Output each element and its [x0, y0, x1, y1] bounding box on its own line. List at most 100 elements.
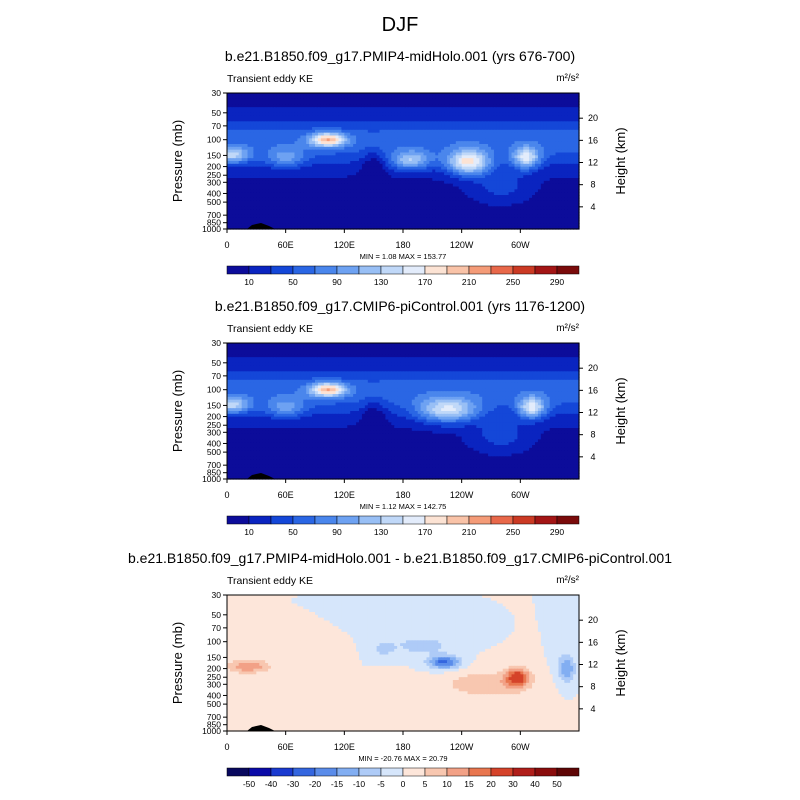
field-cell: [411, 175, 416, 179]
field-cell: [271, 121, 275, 125]
field-cell: [297, 115, 301, 120]
field-cell: [476, 155, 480, 159]
field-cell: [344, 141, 348, 145]
field-cell: [361, 186, 366, 190]
field-cell: [238, 138, 243, 142]
field-cell: [444, 124, 448, 128]
field-cell: [505, 112, 510, 117]
field-cell: [376, 135, 381, 139]
field-cell: [511, 132, 516, 137]
field-cell: [288, 98, 293, 103]
field-cell: [576, 186, 580, 190]
field-cell: [479, 93, 483, 97]
field-cell: [361, 135, 366, 139]
field-cell: [227, 175, 231, 179]
field-cell: [344, 107, 348, 111]
field-cell: [564, 129, 568, 134]
field-cell: [379, 107, 384, 111]
field-cell: [505, 197, 510, 202]
field-cell: [268, 93, 272, 97]
field-cell: [285, 107, 290, 111]
field-cell: [350, 104, 354, 108]
field-cell: [391, 95, 395, 100]
field-cell: [306, 152, 310, 156]
field-cell: [526, 192, 530, 196]
field-cell: [491, 200, 495, 205]
field-cell: [227, 104, 231, 108]
field-cell: [335, 110, 340, 114]
field-cell: [561, 121, 565, 125]
field-cell: [558, 132, 562, 137]
field-cell: [229, 192, 234, 196]
field-cell: [452, 132, 457, 137]
field-cell: [529, 146, 533, 151]
field-cell: [535, 206, 539, 210]
field-cell: [535, 155, 539, 159]
field-cell: [385, 121, 389, 125]
field-cell: [276, 155, 281, 159]
field-cell: [508, 180, 513, 185]
field-cell: [491, 163, 495, 168]
field-cell: [312, 183, 316, 188]
field-cell: [464, 161, 469, 165]
field-cell: [520, 166, 524, 171]
field-cell: [570, 124, 574, 128]
field-cell: [441, 127, 445, 131]
field-cell: [429, 200, 433, 205]
field-cell: [329, 141, 334, 145]
field-cell: [335, 146, 340, 151]
field-cell: [353, 209, 357, 213]
field-cell: [432, 209, 436, 213]
field-cell: [373, 158, 378, 162]
field-cell: [555, 163, 560, 168]
field-cell: [499, 146, 504, 151]
field-cell: [300, 141, 304, 145]
field-cell: [323, 158, 328, 162]
field-cell: [376, 138, 381, 142]
field-cell: [546, 144, 551, 148]
field-cell: [464, 152, 469, 156]
field-cell: [329, 200, 334, 205]
field-cell: [514, 107, 518, 111]
field-cell: [523, 203, 527, 207]
field-cell: [326, 110, 331, 114]
field-cell: [420, 127, 425, 131]
field-cell: [306, 146, 310, 151]
field-cell: [420, 141, 425, 145]
field-cell: [488, 107, 492, 111]
field-cell: [517, 152, 521, 156]
field-cell: [300, 110, 304, 114]
field-cell: [417, 203, 422, 207]
field-cell: [532, 132, 536, 137]
field-cell: [526, 195, 530, 199]
field-cell: [499, 206, 504, 210]
field-cell: [485, 95, 489, 100]
field-cell: [473, 155, 477, 159]
field-cell: [573, 163, 577, 168]
field-cell: [350, 115, 354, 120]
field-cell: [523, 101, 527, 105]
field-cell: [227, 95, 231, 100]
field-cell: [514, 163, 518, 168]
field-cell: [288, 144, 293, 148]
field-cell: [514, 121, 518, 125]
field-cell: [353, 144, 357, 148]
field-cell: [561, 138, 565, 142]
field-cell: [408, 135, 413, 139]
field-cell: [426, 118, 430, 122]
field-cell: [326, 124, 331, 128]
field-cell: [529, 121, 533, 125]
field-cell: [496, 178, 501, 182]
field-cell: [467, 101, 472, 105]
field-cell: [288, 104, 293, 108]
field-cell: [400, 146, 404, 151]
field-cell: [291, 209, 296, 213]
field-cell: [276, 183, 281, 188]
field-cell: [385, 186, 389, 190]
field-cell: [455, 107, 460, 111]
field-cell: [279, 195, 284, 199]
field-cell: [461, 135, 466, 139]
field-cell: [347, 169, 351, 173]
field-cell: [558, 203, 562, 207]
field-cell: [438, 158, 442, 162]
